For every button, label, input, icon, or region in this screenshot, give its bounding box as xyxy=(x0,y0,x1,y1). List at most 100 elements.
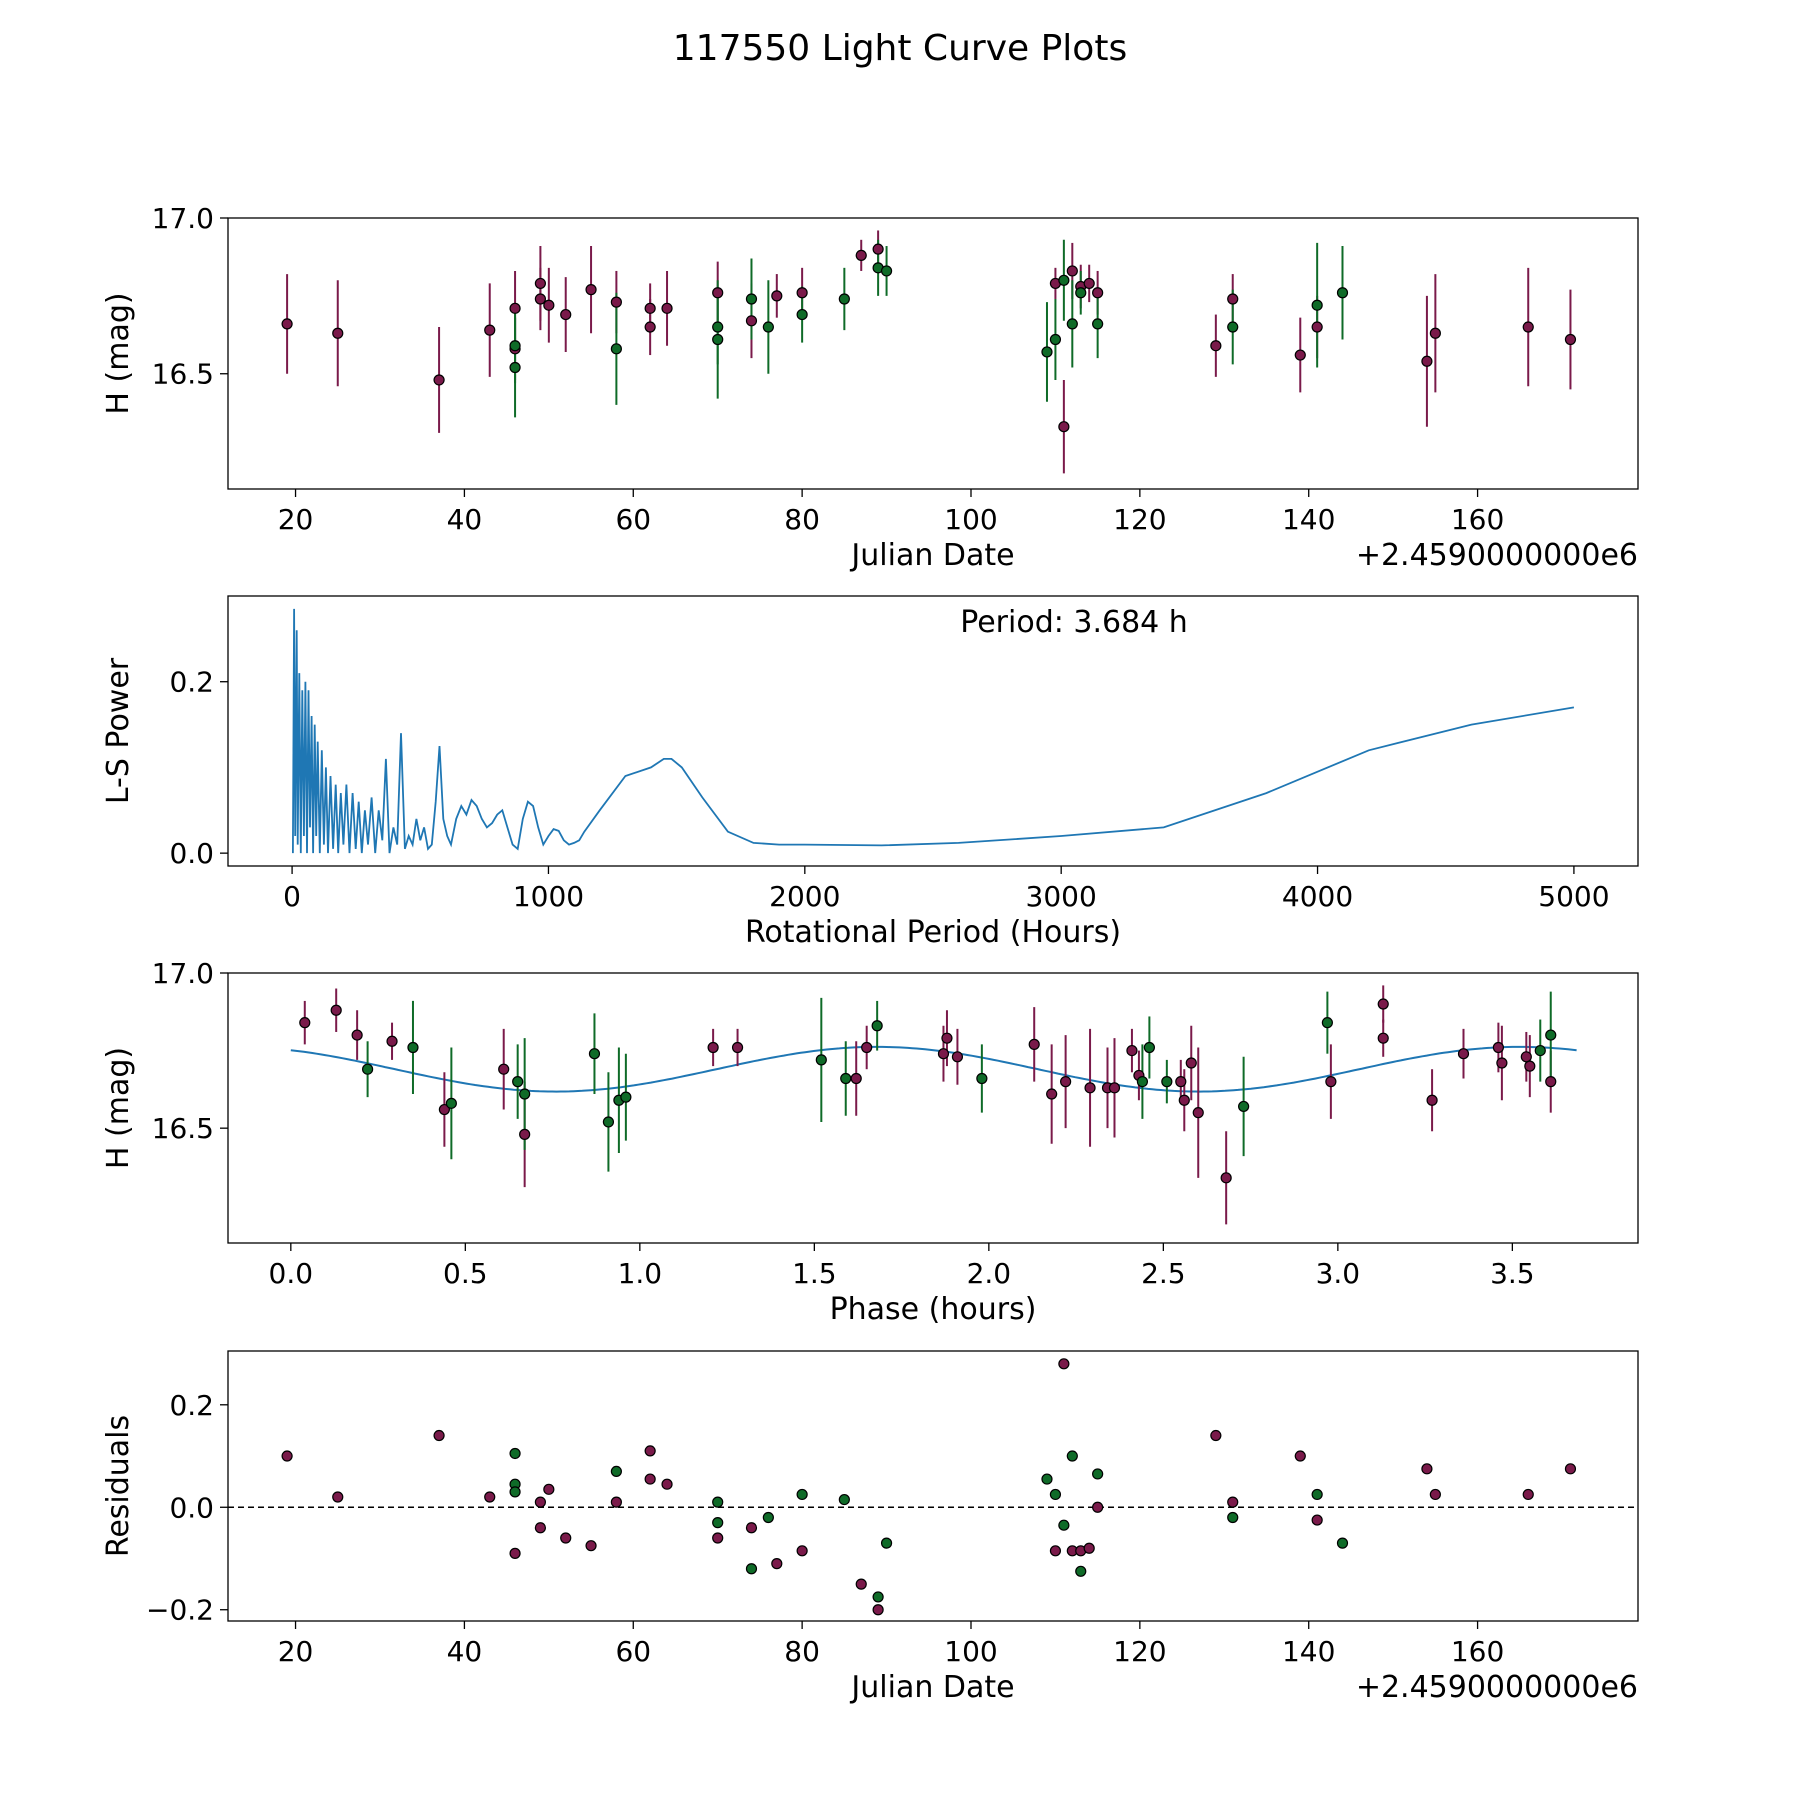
x-tick-label: 2000 xyxy=(769,880,840,913)
x-tick-label: 0.5 xyxy=(443,1257,488,1290)
data-point-maroon xyxy=(509,1547,521,1559)
x-tick-label: 160 xyxy=(1451,1635,1504,1668)
phased-frame xyxy=(227,972,1639,1244)
data-point-green xyxy=(796,1488,808,1501)
data-point-maroon xyxy=(941,1032,953,1044)
x-tick-label: 0 xyxy=(283,880,301,913)
data-point-maroon xyxy=(1429,1488,1441,1501)
data-point-green xyxy=(610,343,622,355)
data-point-green xyxy=(1311,1488,1323,1501)
data-point-maroon xyxy=(281,318,293,330)
data-point-maroon xyxy=(1294,349,1306,361)
data-point-maroon xyxy=(1092,287,1104,299)
data-point-maroon xyxy=(731,1041,744,1054)
x-tick-label: 3.0 xyxy=(1316,1257,1361,1290)
y-tick-label: −0.2 xyxy=(146,1594,214,1627)
data-point-maroon xyxy=(543,299,555,311)
x-tick-label: 80 xyxy=(784,503,820,536)
data-point-green xyxy=(509,1486,521,1498)
data-point-green xyxy=(871,1020,883,1032)
data-point-maroon xyxy=(951,1051,964,1063)
data-point-maroon xyxy=(1083,1542,1095,1554)
data-point-green xyxy=(407,1041,419,1054)
data-point-green xyxy=(445,1097,457,1109)
data-point-maroon xyxy=(332,1491,344,1503)
data-point-maroon xyxy=(1522,321,1534,333)
x-tick-label: 120 xyxy=(1113,1635,1166,1668)
data-point-green xyxy=(1075,287,1087,299)
data-point-maroon xyxy=(1058,421,1070,433)
data-point-maroon xyxy=(1028,1038,1040,1050)
data-point-maroon xyxy=(861,1041,873,1054)
y-tick-label: 17.0 xyxy=(152,957,214,990)
data-point-maroon xyxy=(1227,293,1239,305)
y-tick-label: 16.5 xyxy=(152,358,214,391)
x-axis-label: Rotational Period (Hours) xyxy=(745,915,1121,950)
data-point-maroon xyxy=(330,1004,342,1016)
data-point-maroon xyxy=(610,1496,622,1508)
data-point-maroon xyxy=(1429,327,1441,339)
data-point-green xyxy=(1049,333,1062,346)
data-point-maroon xyxy=(1311,321,1323,333)
periodogram-panel: 0 1000 2000 3000 4000 5000 0.0 0.2 Rotational Pe… xyxy=(101,595,1639,950)
data-point-maroon xyxy=(534,277,546,290)
lightcurve-plot-area xyxy=(281,230,1577,474)
data-point-maroon xyxy=(1046,1088,1058,1100)
data-point-maroon xyxy=(771,290,783,302)
periodogram-plot-area xyxy=(292,608,1575,854)
data-point-maroon xyxy=(745,1522,758,1534)
data-point-maroon xyxy=(1210,340,1222,352)
data-point-maroon xyxy=(644,321,656,333)
data-point-maroon xyxy=(1126,1044,1138,1057)
x-axis-label: Julian Date xyxy=(849,1670,1014,1705)
x-offset-label: +2.4590000000e6 xyxy=(1356,1670,1638,1705)
data-point-maroon xyxy=(745,315,758,327)
data-point-maroon xyxy=(1220,1172,1232,1184)
x-tick-label: 20 xyxy=(278,1635,314,1668)
data-point-maroon xyxy=(1178,1094,1190,1106)
x-offset-label: +2.4590000000e6 xyxy=(1356,538,1638,573)
x-tick-label: 60 xyxy=(615,1635,651,1668)
data-point-maroon xyxy=(1175,1076,1187,1088)
data-point-maroon xyxy=(771,1558,783,1570)
data-point-green xyxy=(838,1493,850,1506)
x-tick-label: 60 xyxy=(615,503,651,536)
data-point-maroon xyxy=(1496,1057,1508,1069)
y-tick-label: 0.2 xyxy=(169,666,214,699)
data-point-maroon xyxy=(1564,1463,1577,1475)
data-point-maroon xyxy=(1084,1082,1096,1094)
periodogram-frame xyxy=(227,595,1639,867)
data-point-green xyxy=(1075,1565,1087,1577)
data-point-maroon xyxy=(644,1445,656,1457)
y-axis-label: L-S Power xyxy=(101,657,136,804)
data-point-maroon xyxy=(534,1496,546,1508)
periodogram-line xyxy=(292,608,1575,854)
data-point-green xyxy=(1238,1100,1250,1113)
data-point-maroon xyxy=(937,1048,950,1060)
data-point-maroon xyxy=(850,1072,862,1085)
data-point-maroon xyxy=(1421,1463,1433,1475)
data-point-green xyxy=(1336,1537,1349,1549)
data-point-maroon xyxy=(1520,1051,1532,1063)
data-point-maroon xyxy=(534,1522,546,1534)
data-point-green xyxy=(745,1563,758,1575)
data-point-maroon xyxy=(855,249,867,261)
data-point-maroon xyxy=(543,1483,555,1495)
data-point-maroon xyxy=(585,1540,597,1552)
data-point-green xyxy=(880,265,893,277)
x-tick-label: 3.5 xyxy=(1490,1257,1535,1290)
data-point-green xyxy=(602,1116,615,1128)
x-tick-label: 2.0 xyxy=(967,1257,1012,1290)
data-point-green xyxy=(1227,321,1239,333)
data-point-maroon xyxy=(332,327,344,339)
x-tick-label: 2.5 xyxy=(1141,1257,1186,1290)
y-tick-label: 17.0 xyxy=(152,202,214,235)
data-point-green xyxy=(1336,287,1349,299)
data-point-green xyxy=(1092,318,1104,330)
x-tick-label: 0.0 xyxy=(269,1257,314,1290)
data-point-maroon xyxy=(1426,1094,1438,1106)
data-point-green xyxy=(712,1496,724,1508)
x-axis-label: Julian Date xyxy=(849,538,1014,573)
data-point-green xyxy=(610,1465,622,1477)
